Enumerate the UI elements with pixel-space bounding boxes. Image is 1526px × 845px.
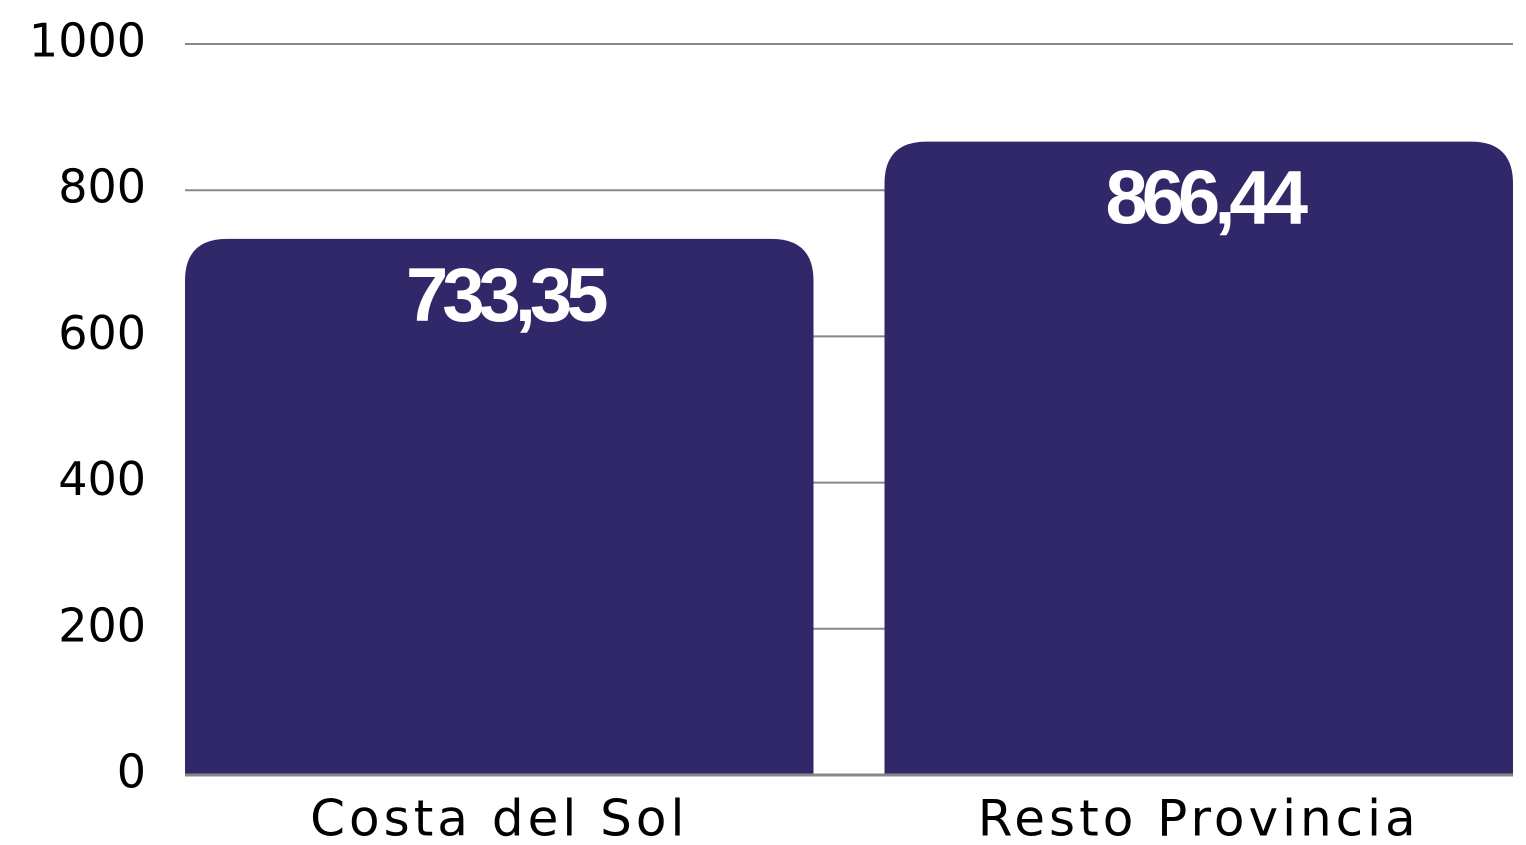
y-tick-label: 200 <box>58 598 146 652</box>
value-label: 733,35 <box>406 253 607 338</box>
y-tick-label: 800 <box>58 160 146 214</box>
y-tick-label: 400 <box>58 452 146 506</box>
x-tick-label: Costa del Sol <box>310 790 688 845</box>
y-tick-label: 600 <box>58 306 146 360</box>
y-tick-label: 1000 <box>29 14 146 68</box>
y-tick-label: 0 <box>117 745 146 799</box>
bar <box>884 141 1513 776</box>
value-label: 866,44 <box>1106 156 1308 241</box>
x-tick-label: Resto Provincia <box>978 790 1420 845</box>
bar <box>185 238 814 775</box>
